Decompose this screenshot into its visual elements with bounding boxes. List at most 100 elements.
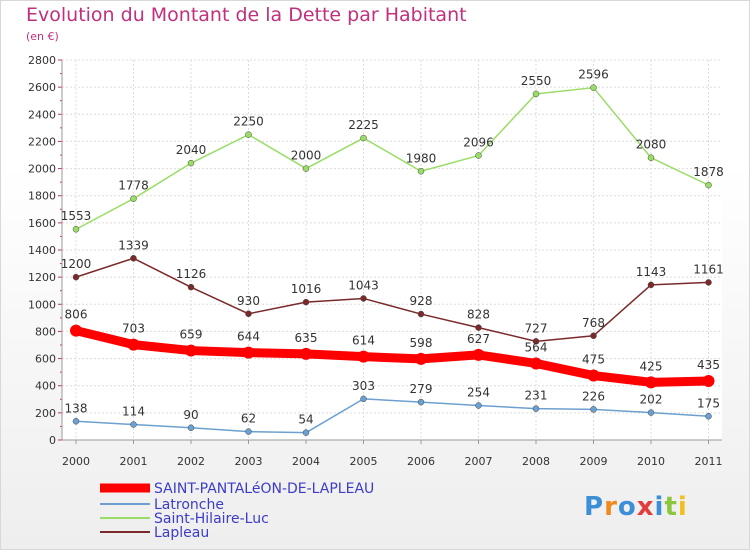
y-tick-label: 1000 <box>28 298 56 311</box>
data-label: 828 <box>467 308 490 322</box>
data-label: 2040 <box>176 143 207 157</box>
y-tick-label: 1200 <box>28 271 56 284</box>
y-tick-label: 2000 <box>28 163 56 176</box>
data-label: 727 <box>525 321 548 335</box>
data-point <box>72 273 80 281</box>
series-line <box>75 257 710 343</box>
chart-title: Evolution du Montant de la Dette par Hab… <box>26 4 467 26</box>
data-point <box>127 338 140 351</box>
data-label: 1043 <box>348 278 379 292</box>
x-tick-label: 2003 <box>235 455 263 468</box>
data-label: 1161 <box>693 262 724 276</box>
data-point <box>245 428 252 435</box>
data-label: 1126 <box>176 267 207 281</box>
data-label: 2596 <box>578 68 609 82</box>
data-label: 614 <box>352 334 375 348</box>
data-point <box>245 310 252 318</box>
y-tick-label: 2600 <box>28 81 56 94</box>
data-point <box>360 134 367 142</box>
data-label: 598 <box>410 336 433 350</box>
data-label: 659 <box>180 328 203 342</box>
data-point <box>705 279 712 286</box>
y-tick-label: 600 <box>35 353 56 366</box>
series-line <box>75 86 710 230</box>
y-tick-label: 200 <box>35 407 56 420</box>
data-point <box>417 310 425 318</box>
data-point <box>647 281 655 289</box>
x-tick-label: 2007 <box>465 455 493 468</box>
data-label: 1778 <box>118 179 149 193</box>
data-label: 703 <box>122 322 145 336</box>
data-point <box>187 283 195 291</box>
data-label: 226 <box>582 389 605 403</box>
data-point <box>475 324 482 331</box>
x-tick-label: 2009 <box>580 455 608 468</box>
x-tick-label: 2000 <box>62 455 90 468</box>
data-point <box>360 395 367 403</box>
svg-text:Proxiti: Proxiti <box>584 492 688 522</box>
x-tick-label: 2008 <box>522 455 550 468</box>
x-tick-label: 2005 <box>350 455 378 468</box>
data-label: 425 <box>640 359 663 373</box>
data-point <box>475 402 482 409</box>
data-label: 435 <box>697 358 720 372</box>
data-point <box>187 159 195 167</box>
data-point <box>472 348 485 361</box>
x-tick-label: 2001 <box>120 455 148 468</box>
data-label: 1016 <box>291 282 322 296</box>
data-label: 2000 <box>291 149 322 163</box>
data-point <box>185 344 197 357</box>
data-label: 62 <box>241 412 256 426</box>
data-point <box>302 298 310 306</box>
data-label: 114 <box>122 405 145 419</box>
data-label: 2096 <box>463 136 494 150</box>
x-tick-label: 2010 <box>637 455 665 468</box>
data-label: 231 <box>525 389 548 403</box>
data-label: 1980 <box>406 151 437 165</box>
data-point <box>705 181 712 189</box>
data-label: 90 <box>183 408 198 422</box>
legend-label: Latronche <box>154 497 224 513</box>
series-line <box>71 326 713 387</box>
data-point <box>417 398 425 406</box>
data-point <box>357 350 370 363</box>
chart-unit-label: (en €) <box>26 30 59 43</box>
data-point <box>702 374 715 387</box>
legend: SAINT-PANTALéON-DE-LAPLEAULatroncheSaint… <box>100 481 374 541</box>
data-label: 768 <box>582 316 605 330</box>
series-layer <box>70 84 715 436</box>
data-label: 635 <box>295 331 318 345</box>
label-layer: 138 114 90 62 54 303 279 254 231 226 202 175 1553 177… <box>61 68 724 427</box>
x-tick-label: 2002 <box>177 455 205 468</box>
proxiti-logo: Proxiti <box>584 492 688 522</box>
x-tick-label: 2006 <box>407 455 435 468</box>
data-point <box>645 376 657 389</box>
legend-label: Saint-Hilaire-Luc <box>154 511 269 527</box>
data-point <box>242 346 255 359</box>
data-point <box>647 409 655 416</box>
data-label: 930 <box>237 294 260 308</box>
data-point <box>532 338 540 345</box>
data-label: 627 <box>467 332 490 346</box>
data-label: 1878 <box>693 165 724 179</box>
data-point <box>647 154 655 161</box>
data-point <box>130 195 137 202</box>
axis-layer: 0 200 400 600 800 1000 1200 1400 1600 1800 2000 220… <box>28 54 723 468</box>
data-label: 54 <box>298 413 313 427</box>
y-tick-label: 1600 <box>28 217 56 230</box>
data-label: 2550 <box>521 74 552 88</box>
legend-label: Lapleau <box>154 525 209 541</box>
y-tick-label: 1800 <box>28 190 56 203</box>
data-label: 175 <box>697 396 720 410</box>
data-label: 202 <box>640 393 663 407</box>
y-tick-label: 2200 <box>28 135 56 148</box>
y-tick-label: 2400 <box>28 108 56 121</box>
y-tick-label: 1400 <box>28 244 56 257</box>
data-label: 475 <box>582 353 605 367</box>
data-label: 2080 <box>636 138 667 152</box>
data-point <box>532 90 540 98</box>
data-point <box>590 332 597 340</box>
data-point <box>415 352 427 365</box>
data-label: 279 <box>410 382 433 396</box>
